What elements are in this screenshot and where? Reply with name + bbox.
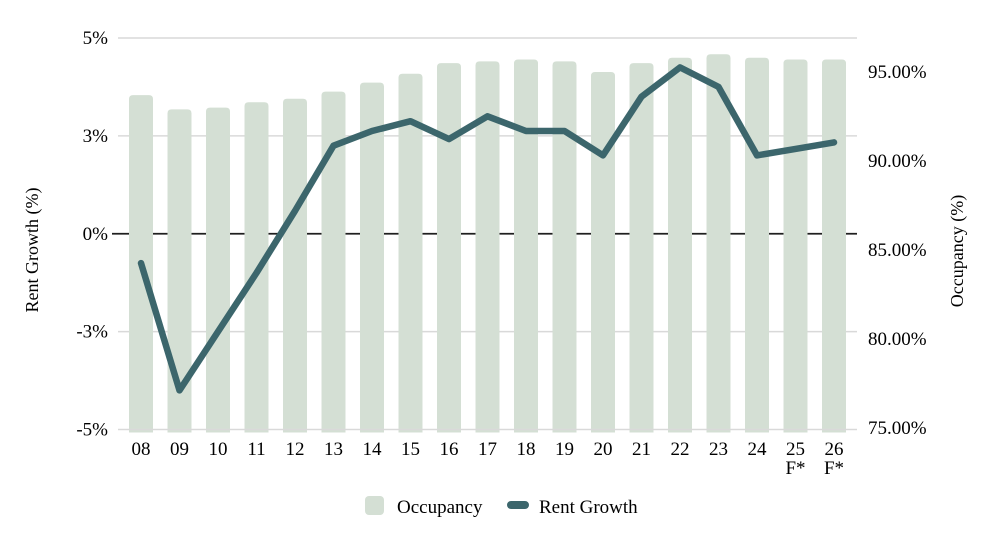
x-tick-label: 16 bbox=[440, 439, 459, 460]
x-tick-label: 11 bbox=[247, 439, 265, 460]
x-tick-label: 22 bbox=[671, 439, 690, 460]
rent-growth-line bbox=[137, 64, 838, 394]
x-tick-label: 18 bbox=[517, 439, 536, 460]
occupancy-legend-label: Occupancy bbox=[397, 497, 483, 518]
occupancy-bar bbox=[822, 59, 846, 433]
occupancy-bar bbox=[514, 59, 538, 433]
occupancy-bar bbox=[706, 54, 731, 433]
x-tick-label: 24 bbox=[748, 439, 768, 460]
x-tick-label: 09 bbox=[170, 439, 189, 460]
x-tick-label: 25 bbox=[786, 439, 805, 460]
x-tick-sublabel: F* bbox=[785, 458, 805, 479]
occupancy-bar bbox=[668, 57, 692, 433]
x-tick-label: 08 bbox=[132, 439, 151, 460]
x-tick-label: 21 bbox=[632, 439, 651, 460]
right-axis-title: Occupancy (%) bbox=[947, 195, 968, 307]
occupancy-bar bbox=[591, 72, 615, 433]
left-axis-title: Rent Growth (%) bbox=[22, 188, 43, 313]
occupancy-bar bbox=[745, 57, 769, 433]
left-tick-label: 5% bbox=[83, 28, 109, 49]
occupancy-legend-swatch bbox=[365, 496, 384, 515]
x-tick-sublabel: F* bbox=[824, 458, 844, 479]
occupancy-bar bbox=[783, 59, 808, 433]
x-tick-label: 20 bbox=[594, 439, 613, 460]
left-tick-label: -5% bbox=[76, 420, 108, 441]
occupancy-bar bbox=[167, 109, 192, 433]
occupancy-bar bbox=[552, 61, 577, 433]
left-tick-label: 3% bbox=[83, 126, 109, 147]
rent-growth-legend-label: Rent Growth bbox=[539, 497, 638, 518]
right-tick-label: 85.00% bbox=[868, 240, 927, 261]
rent-growth-series bbox=[137, 64, 838, 394]
x-tick-label: 13 bbox=[324, 439, 343, 460]
left-tick-label: 0% bbox=[83, 224, 109, 245]
right-tick-label: 80.00% bbox=[868, 329, 927, 350]
occupancy-bar bbox=[475, 61, 500, 433]
occupancy-bar bbox=[360, 82, 384, 433]
rent-growth-legend-swatch bbox=[507, 501, 529, 509]
occupancy-bar bbox=[206, 107, 230, 433]
right-tick-label: 75.00% bbox=[868, 418, 927, 439]
x-tick-label: 14 bbox=[363, 439, 383, 460]
left-tick-label: -3% bbox=[76, 322, 108, 343]
occupancy-bar bbox=[321, 91, 346, 433]
right-tick-label: 90.00% bbox=[868, 151, 927, 172]
right-tick-label: 95.00% bbox=[868, 62, 927, 83]
x-tick-label: 23 bbox=[709, 439, 728, 460]
x-tick-label: 15 bbox=[401, 439, 420, 460]
x-tick-label: 19 bbox=[555, 439, 574, 460]
occupancy-bar bbox=[283, 98, 307, 433]
x-axis-labels: 08 09 10 11 12 13 14 15 16 17 18 19 20 21 22 23 24 25F*26… bbox=[132, 439, 845, 479]
x-tick-label: 26 bbox=[825, 439, 844, 460]
occupancy-bar bbox=[398, 73, 423, 433]
left-axis-tick-labels: 5% 3% 0% -3% -5% bbox=[76, 28, 108, 441]
x-tick-label: 17 bbox=[478, 439, 497, 460]
occupancy-bar bbox=[629, 63, 654, 433]
right-axis-tick-labels: 95.00% 90.00% 85.00% 80.00% 75.00% bbox=[868, 62, 927, 439]
x-tick-label: 10 bbox=[209, 439, 228, 460]
occupancy-bar bbox=[437, 63, 461, 433]
x-tick-label: 12 bbox=[286, 439, 305, 460]
occupancy-bars bbox=[129, 54, 846, 433]
legend: Occupancy Rent Growth bbox=[365, 496, 638, 518]
